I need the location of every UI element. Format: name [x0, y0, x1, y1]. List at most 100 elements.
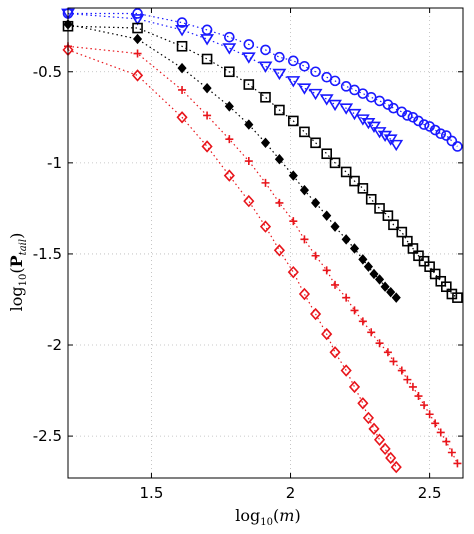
data-point: [361, 117, 376, 130]
data-point: [300, 235, 309, 244]
data-point: [349, 175, 360, 187]
data-point: [329, 157, 341, 169]
data-point: [402, 235, 413, 247]
x-axis-label: log10(m): [235, 506, 300, 528]
data-point: [321, 148, 332, 160]
y-label-sub: 10: [18, 274, 29, 287]
data-point: [261, 178, 270, 187]
data-point: [275, 198, 284, 207]
x-label-sub: 10: [260, 517, 273, 528]
data-point: [380, 281, 390, 292]
data-point: [260, 91, 271, 103]
data-point: [244, 157, 253, 166]
data-point: [132, 22, 143, 34]
data-point: [288, 55, 299, 67]
data-point: [442, 437, 451, 446]
data-point: [363, 261, 373, 272]
x-tick-label: 1.5: [140, 484, 164, 502]
data-point: [299, 184, 310, 196]
data-point: [357, 183, 369, 194]
data-point: [374, 274, 385, 285]
data-point: [260, 137, 271, 149]
series-line: [68, 12, 458, 147]
data-point: [358, 317, 367, 326]
data-point: [201, 53, 213, 65]
data-point: [176, 17, 188, 28]
data-point: [382, 210, 394, 221]
data-point: [368, 422, 380, 436]
data-point: [435, 128, 447, 139]
data-point: [260, 44, 271, 56]
data-point: [319, 94, 334, 106]
data-point: [309, 307, 322, 321]
series-circle: [62, 8, 463, 152]
data-point: [298, 287, 311, 301]
data-point: [330, 221, 340, 232]
data-point: [202, 82, 212, 94]
plot-frame: [67, 7, 464, 479]
data-point: [424, 261, 435, 272]
data-point: [340, 166, 352, 178]
data-point: [390, 460, 402, 474]
data-point: [441, 281, 452, 293]
data-point: [355, 114, 370, 126]
data-point: [372, 127, 387, 139]
data-point: [288, 115, 299, 127]
y-tick-label: -1.5: [33, 245, 62, 263]
x-tick-label: 2: [286, 484, 296, 502]
y-label-close: ): [7, 233, 26, 239]
data-point: [378, 130, 393, 143]
data-point: [243, 39, 255, 50]
data-point: [310, 66, 321, 78]
y-tick-label: -1: [47, 154, 62, 172]
data-point: [407, 243, 419, 254]
data-point: [259, 220, 272, 233]
data-point: [177, 62, 187, 74]
data-point: [369, 268, 379, 280]
data-point: [176, 111, 188, 124]
data-point: [132, 33, 143, 45]
data-point: [274, 153, 284, 165]
data-point: [175, 25, 189, 37]
data-point: [243, 194, 255, 208]
data-point: [131, 69, 144, 82]
data-point: [274, 104, 285, 116]
data-point: [258, 61, 273, 73]
data-point: [286, 76, 301, 88]
data-point: [429, 268, 441, 280]
data-point: [452, 141, 463, 152]
data-point: [435, 275, 447, 287]
data-point: [375, 339, 384, 348]
data-point: [418, 255, 430, 267]
data-point: [373, 433, 386, 446]
data-point: [203, 111, 212, 120]
y-label-var: P: [7, 255, 26, 267]
data-point: [389, 357, 398, 366]
data-point: [299, 126, 310, 138]
data-point: [408, 382, 417, 391]
data-point: [288, 170, 298, 181]
data-point: [447, 448, 456, 457]
data-point: [289, 217, 298, 226]
x-label-close: ): [294, 506, 300, 525]
data-point: [273, 244, 285, 257]
data-point: [222, 43, 237, 55]
series-diamond-filled: [63, 19, 401, 303]
data-point: [297, 83, 312, 95]
data-point: [374, 203, 385, 214]
data-point: [350, 306, 359, 315]
data-point: [331, 280, 340, 289]
data-point: [178, 85, 187, 94]
data-point: [133, 49, 142, 58]
data-point: [383, 134, 398, 146]
series-plus: [64, 42, 462, 468]
data-point: [200, 34, 215, 46]
data-point: [341, 234, 351, 245]
data-point: [446, 288, 458, 300]
y-tick-label: -2.5: [33, 427, 62, 445]
data-point: [130, 14, 145, 26]
data-point: [362, 411, 374, 425]
series-line: [67, 25, 458, 299]
data-point: [224, 31, 235, 43]
data-point: [446, 135, 458, 147]
